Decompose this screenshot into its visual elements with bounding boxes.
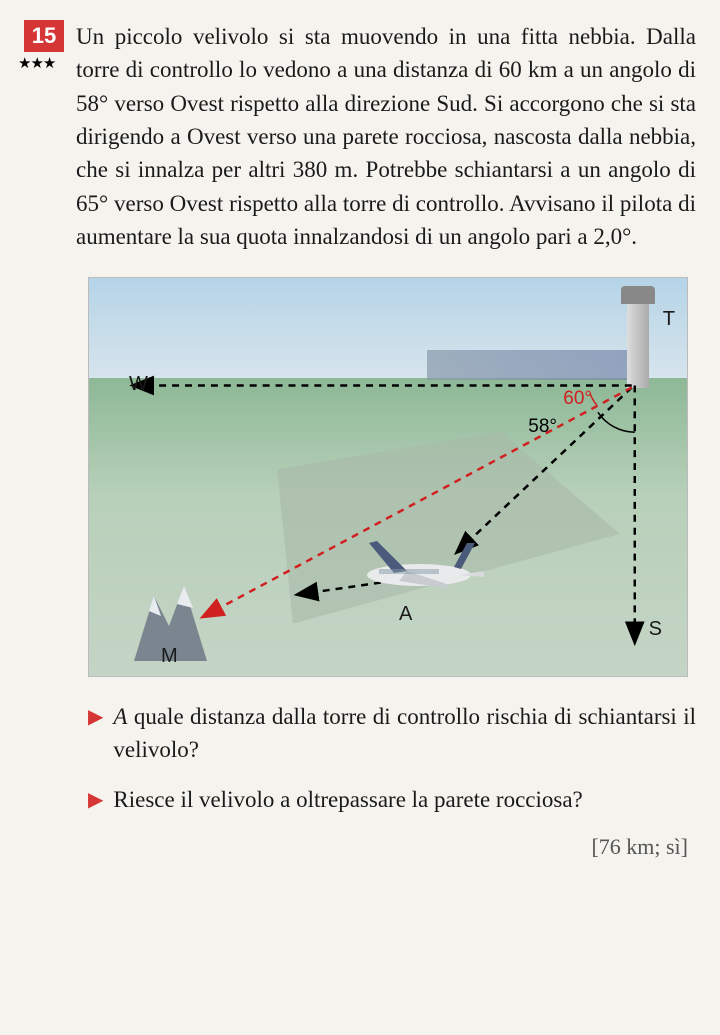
question-2: ▶ Riesce il velivolo a oltrepassare la p… (88, 784, 696, 816)
question-1-text: A quale distanza dalla torre di controll… (113, 701, 696, 765)
angle-58-label: 58° (528, 416, 557, 438)
control-tower (627, 298, 649, 388)
physics-diagram: T W M A S 60° 58° (88, 277, 688, 677)
buildings-silhouette (427, 350, 627, 380)
bullet-icon: ▶ (88, 704, 103, 729)
question-1: ▶ A quale distanza dalla torre di contro… (88, 701, 696, 765)
question-2-text: Riesce il velivolo a oltrepassare la par… (113, 784, 582, 816)
bullet-icon: ▶ (88, 787, 103, 812)
label-airplane: A (399, 603, 412, 626)
questions-block: ▶ A quale distanza dalla torre di contro… (88, 701, 696, 816)
problem-text: Un piccolo velivolo si sta muovendo in u… (76, 20, 696, 253)
label-tower: T (663, 308, 675, 331)
difficulty-stars: ★★★ (18, 54, 55, 73)
label-mountain: M (161, 645, 178, 668)
airplane-icon (359, 533, 489, 603)
angle-60-label: 60° (563, 388, 592, 410)
problem-header: 15 Un piccolo velivolo si sta muovendo i… (24, 20, 696, 253)
answer-text: [76 km; sì] (24, 834, 688, 860)
problem-number-badge: 15 (24, 20, 64, 52)
label-south: S (649, 618, 662, 641)
label-west: W (129, 373, 148, 396)
